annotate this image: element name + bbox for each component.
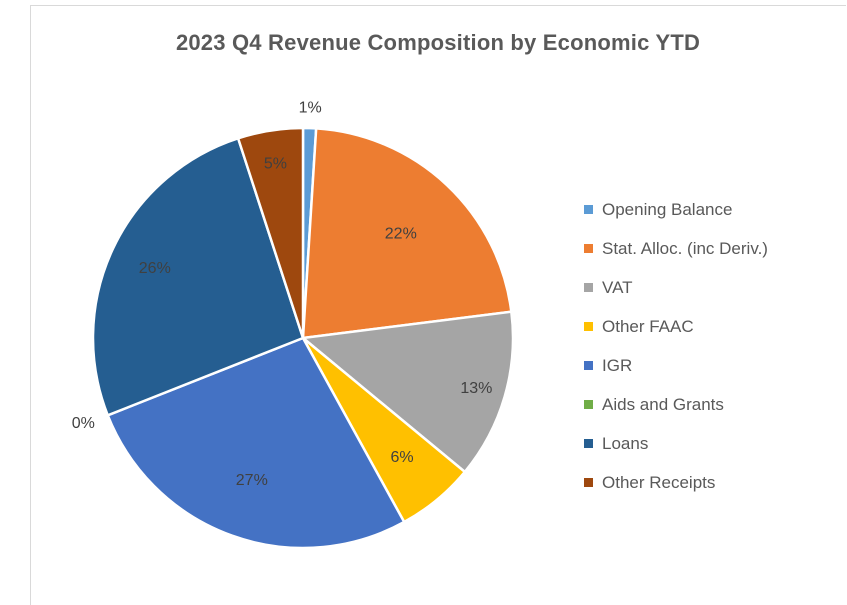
legend-swatch — [584, 478, 593, 487]
legend-label: Stat. Alloc. (inc Deriv.) — [602, 238, 768, 258]
legend-swatch — [584, 322, 593, 331]
legend-item-other-faac: Other FAAC — [584, 307, 768, 346]
data-label-stat-alloc-inc-deriv: 22% — [385, 225, 417, 242]
legend-swatch — [584, 283, 593, 292]
data-label-vat: 13% — [460, 380, 492, 397]
legend-swatch — [584, 244, 593, 253]
legend-label: Loans — [602, 433, 649, 453]
data-label-other-receipts: 5% — [264, 155, 287, 172]
legend-label: VAT — [602, 277, 633, 297]
data-label-loans: 26% — [139, 260, 171, 277]
data-label-other-faac: 6% — [391, 449, 414, 466]
legend-item-igr: IGR — [584, 346, 768, 385]
legend-swatch — [584, 439, 593, 448]
legend: Opening Balance Stat. Alloc. (inc Deriv.)… — [584, 190, 768, 502]
legend-label: Aids and Grants — [602, 394, 724, 414]
pie-slice-loans — [91, 137, 305, 417]
legend-label: Other Receipts — [602, 472, 716, 492]
legend-swatch — [584, 205, 593, 214]
legend-label: Opening Balance — [602, 199, 733, 219]
data-label-igr: 27% — [236, 472, 268, 489]
legend-item-aids-and-grants: Aids and Grants — [584, 385, 768, 424]
legend-item-opening-balance: Opening Balance — [584, 190, 768, 229]
pie-slice-igr — [106, 336, 406, 550]
legend-item-loans: Loans — [584, 424, 768, 463]
legend-label: Other FAAC — [602, 316, 694, 336]
data-label-opening-balance: 1% — [299, 100, 322, 117]
data-label-aids-and-grants: 0% — [72, 415, 95, 432]
legend-swatch — [584, 361, 593, 370]
legend-item-other-receipts: Other Receipts — [584, 463, 768, 502]
pie-slice-stat-alloc-inc-deriv — [301, 127, 513, 340]
legend-item-stat-alloc-inc-deriv: Stat. Alloc. (inc Deriv.) — [584, 229, 768, 268]
pie-slice-other-receipts — [236, 126, 305, 340]
legend-item-vat: VAT — [584, 268, 768, 307]
legend-swatch — [584, 400, 593, 409]
chart-title: 2023 Q4 Revenue Composition by Economic … — [175, 30, 701, 55]
legend-label: IGR — [602, 355, 633, 375]
pie-slice-vat — [301, 310, 515, 474]
